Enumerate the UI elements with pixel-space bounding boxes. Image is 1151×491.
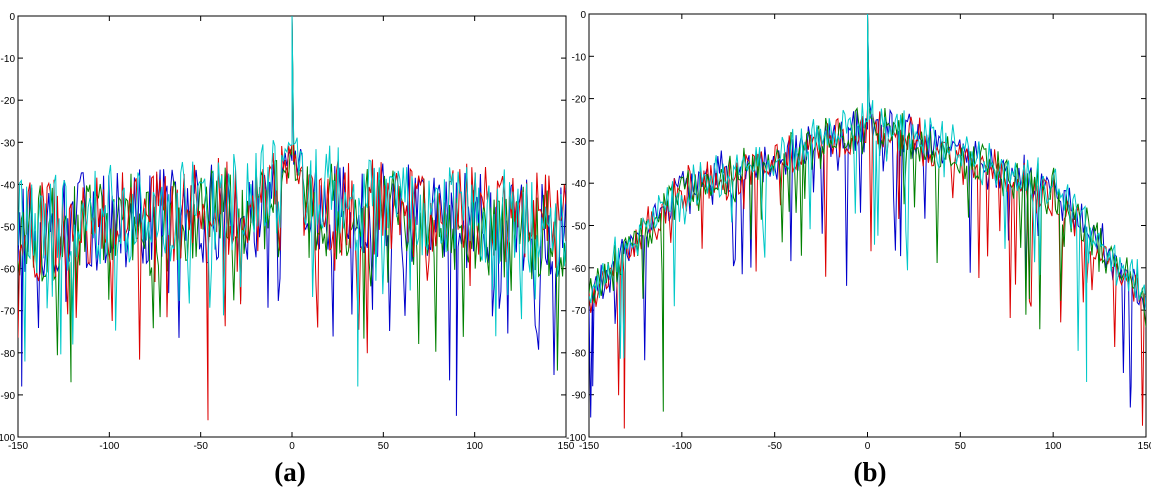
panel-caption: (b) [854, 457, 887, 487]
y-tick-label: -40 [572, 179, 587, 190]
y-tick-label: 0 [580, 10, 586, 21]
y-tick-label: -40 [1, 180, 16, 191]
panel-caption: (a) [274, 457, 305, 487]
x-tick-label: 150 [1138, 441, 1151, 452]
x-tick-label: 100 [1045, 441, 1062, 452]
x-tick-label: -100 [99, 441, 119, 452]
x-tick-label: -50 [767, 441, 782, 452]
x-tick-label: 150 [558, 441, 575, 452]
traces [589, 14, 1146, 429]
y-tick-label: -60 [572, 264, 587, 275]
y-tick-label: -70 [572, 306, 587, 317]
y-tick-label: -20 [1, 96, 16, 107]
y-tick-label: -90 [572, 391, 587, 402]
x-tick-label: 100 [466, 441, 483, 452]
y-tick-label: -60 [1, 265, 16, 276]
y-tick-label: -70 [1, 307, 16, 318]
x-tick-label: -100 [672, 441, 692, 452]
y-tick-label: -80 [1, 349, 16, 360]
y-tick-label: -50 [1, 223, 16, 234]
y-tick-label: -30 [572, 137, 587, 148]
x-tick-label: 50 [955, 441, 967, 452]
x-tick-label: -150 [8, 441, 28, 452]
traces [18, 16, 566, 421]
y-tick-label: -10 [1, 54, 16, 65]
y-tick-label: -50 [572, 222, 587, 233]
y-tick-label: -100 [566, 433, 586, 444]
y-tick-label: -90 [1, 391, 16, 402]
series-3-line [18, 16, 566, 387]
y-tick-label: -30 [1, 138, 16, 149]
y-tick-label: -10 [572, 52, 587, 63]
series-3-line [589, 14, 1146, 383]
x-tick-label: -150 [579, 441, 599, 452]
y-tick-label: -100 [0, 433, 15, 444]
x-tick-label: 0 [865, 441, 871, 452]
panel-b: 0-10-20-30-40-50-60-70-80-90-100-150 -100… [566, 10, 1151, 487]
y-tick-label: -80 [572, 348, 587, 359]
y-tick-label: -20 [572, 95, 587, 106]
x-tick-label: 0 [289, 441, 295, 452]
y-tick-label: 0 [9, 12, 15, 23]
x-tick-label: -50 [193, 441, 208, 452]
panel-a: 0-10-20-30-40-50-60-70-80-90-100-150-100… [0, 12, 575, 487]
x-tick-label: 50 [378, 441, 390, 452]
